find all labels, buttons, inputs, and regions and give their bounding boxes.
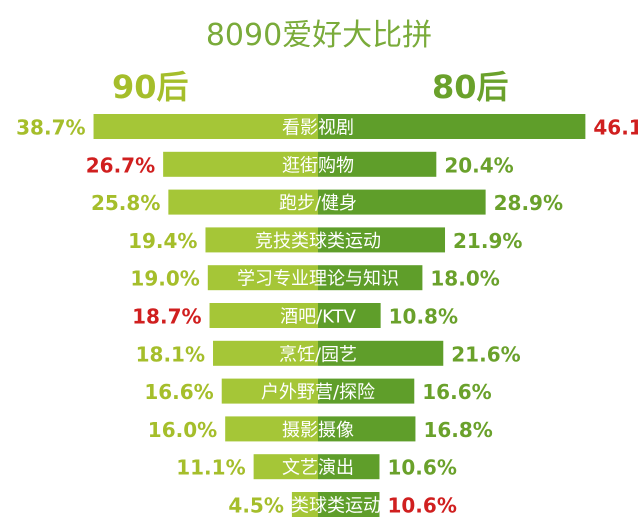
category-label-3: 竞技类球类运动 [255, 231, 381, 252]
value-label-90s-2: 25.8% [91, 191, 160, 215]
category-label-10: 休闲类球类运动 [255, 496, 381, 517]
bar-90s-9 [253, 454, 318, 480]
value-label-80s-9: 10.6% [387, 456, 456, 480]
bar-90s-3 [205, 227, 318, 253]
bar-90s-4 [207, 265, 318, 291]
legend-90s: 90后 [112, 68, 189, 106]
bar-90s-5 [209, 303, 318, 328]
value-label-80s-2: 28.9% [494, 191, 563, 215]
chart-title: 8090爱好大比拼 [205, 18, 433, 53]
bar-90s-0 [93, 114, 318, 139]
value-label-90s-1: 26.7% [86, 153, 155, 177]
bar-80s-2 [318, 189, 486, 215]
legend-80s: 80后 [432, 68, 509, 106]
category-label-0: 看影视剧 [282, 118, 354, 139]
bar-80s-1 [318, 151, 437, 177]
value-label-80s-0: 46.1% [593, 116, 638, 140]
bar-90s-2 [168, 189, 318, 215]
value-label-80s-4: 18.0% [430, 267, 499, 291]
value-label-80s-8: 16.8% [423, 418, 492, 442]
value-label-90s-0: 38.7% [16, 116, 85, 140]
value-label-80s-1: 20.4% [444, 153, 513, 177]
category-label-5: 酒吧/KTV [280, 307, 356, 328]
bar-80s-7 [318, 378, 415, 404]
category-label-1: 逛街购物 [282, 155, 354, 176]
bar-80s-5 [318, 303, 381, 328]
category-label-4: 学习专业理论与知识 [237, 269, 399, 290]
bar-90s-10 [291, 492, 318, 517]
value-label-90s-7: 16.6% [144, 380, 213, 404]
value-label-80s-6: 21.6% [451, 342, 520, 366]
bar-80s-10 [318, 492, 380, 517]
category-label-9: 文艺演出 [282, 458, 354, 479]
value-label-90s-3: 19.4% [128, 229, 197, 253]
category-label-8: 摄影摄像 [282, 420, 354, 441]
bar-90s-8 [225, 416, 318, 442]
value-label-80s-7: 16.6% [422, 380, 491, 404]
value-label-90s-9: 11.1% [176, 456, 245, 480]
value-label-80s-5: 10.8% [389, 305, 458, 329]
bar-80s-3 [318, 227, 446, 253]
bar-80s-8 [318, 416, 416, 442]
value-label-80s-3: 21.9% [453, 229, 522, 253]
category-label-2: 跑步/健身 [279, 193, 357, 214]
category-label-7: 户外野营/探险 [261, 382, 375, 403]
bar-90s-7 [221, 378, 318, 404]
value-label-90s-6: 18.1% [136, 342, 205, 366]
bar-90s-6 [213, 340, 318, 366]
bar-80s-4 [318, 265, 423, 291]
value-label-90s-10: 4.5% [228, 494, 283, 518]
value-label-90s-4: 19.0% [130, 267, 199, 291]
value-label-90s-8: 16.0% [148, 418, 217, 442]
value-label-80s-10: 10.6% [387, 494, 456, 518]
bar-90s-1 [163, 151, 318, 177]
category-label-6: 烹饪/园艺 [279, 344, 357, 365]
bar-80s-0 [318, 114, 586, 139]
value-label-90s-5: 18.7% [132, 305, 201, 329]
bar-80s-6 [318, 340, 444, 366]
bar-80s-9 [318, 454, 380, 480]
